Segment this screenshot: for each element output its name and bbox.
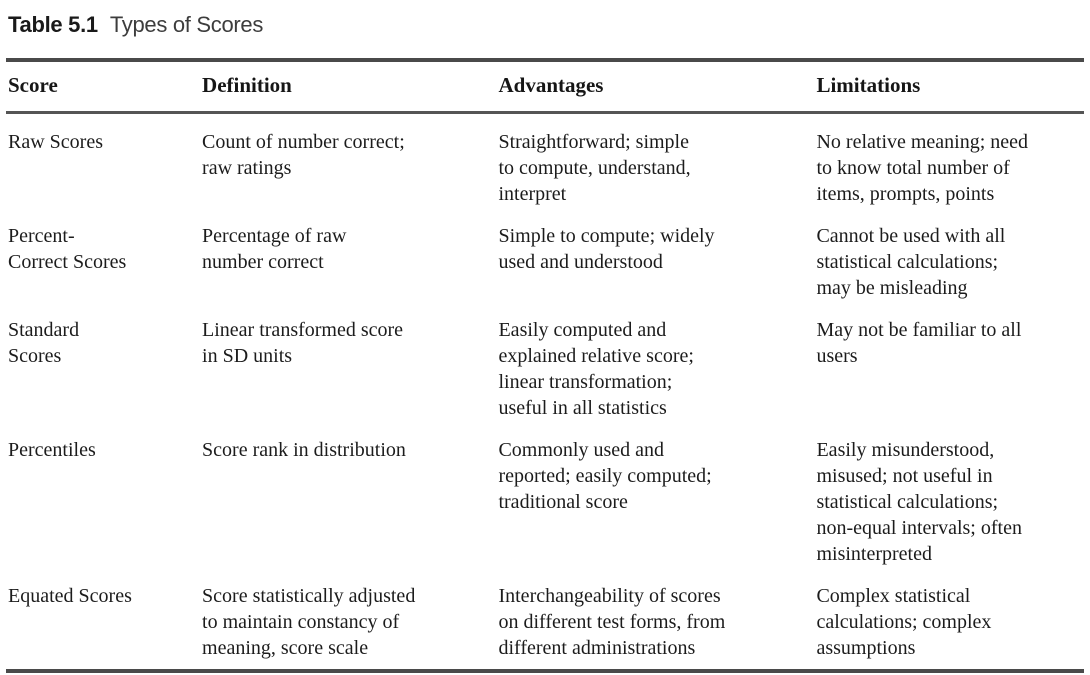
- table-row-raw-scores: Raw Scores Count of number correct; raw …: [6, 113, 1084, 216]
- cell-definition: Score statistically adjusted to maintain…: [202, 585, 416, 659]
- column-header-advantages: Advantages: [496, 60, 815, 114]
- column-header-score: Score: [6, 60, 201, 114]
- table-caption: Types of Scores: [109, 12, 264, 37]
- table-row-standard-scores: Standard Scores Linear transformed score…: [6, 309, 1084, 429]
- table-row-equated-scores: Equated Scores Score statistically adjus…: [6, 575, 1084, 671]
- cell-limitations: Complex statistical calculations; comple…: [816, 585, 992, 659]
- scores-table: Score Definition Advantages Limitations …: [6, 58, 1084, 673]
- table-body: Raw Scores Count of number correct; raw …: [6, 113, 1084, 672]
- table-row-percent-correct-scores: Percent- Correct Scores Percentage of ra…: [6, 215, 1084, 309]
- column-header-definition: Definition: [200, 60, 497, 114]
- cell-limitations: No relative meaning; need to know total …: [816, 131, 1029, 205]
- cell-score: Percent- Correct Scores: [8, 225, 127, 273]
- cell-definition: Score rank in distribution: [202, 439, 406, 461]
- cell-score: Standard Scores: [8, 319, 80, 367]
- cell-definition: Linear transformed score in SD units: [202, 319, 404, 367]
- cell-score: Raw Scores: [8, 131, 103, 153]
- cell-limitations: May not be familiar to all users: [816, 319, 1022, 367]
- cell-definition: Count of number correct; raw ratings: [202, 131, 405, 179]
- table-header: Score Definition Advantages Limitations: [6, 60, 1084, 114]
- table-number-label: Table 5.1: [8, 12, 98, 37]
- cell-score: Equated Scores: [8, 585, 132, 607]
- table-row-percentiles: Percentiles Score rank in distribution C…: [6, 429, 1084, 575]
- cell-advantages: Simple to compute; widely used and under…: [498, 225, 715, 273]
- cell-limitations: Cannot be used with all statistical calc…: [816, 225, 1006, 299]
- cell-advantages: Straightforward; simple to compute, unde…: [498, 131, 691, 205]
- header-row: Score Definition Advantages Limitations: [6, 60, 1084, 114]
- cell-advantages: Commonly used and reported; easily compu…: [498, 439, 712, 513]
- column-header-limitations: Limitations: [814, 60, 1084, 114]
- cell-limitations: Easily misunderstood, misused; not usefu…: [816, 439, 1022, 565]
- cell-advantages: Interchangeability of scores on differen…: [498, 585, 726, 659]
- cell-advantages: Easily computed and explained relative s…: [498, 319, 694, 419]
- table-title: Table 5.1 Types of Scores: [8, 12, 1082, 38]
- cell-score: Percentiles: [8, 439, 96, 461]
- cell-definition: Percentage of raw number correct: [202, 225, 347, 273]
